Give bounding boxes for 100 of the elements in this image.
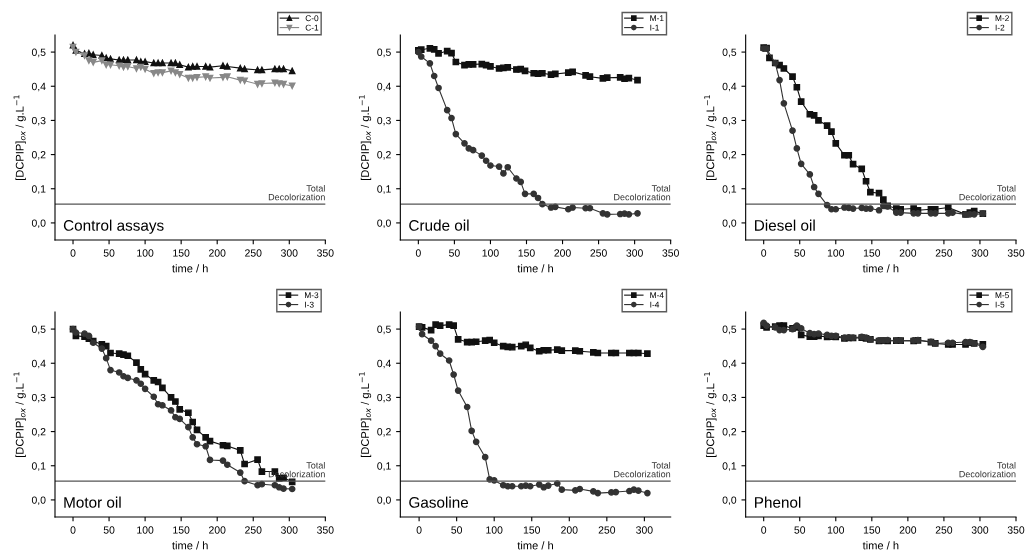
x-tick-label: 150 <box>863 249 881 257</box>
x-axis-title: time / h <box>862 264 899 273</box>
y-tick-label: 0,5 <box>377 325 391 335</box>
x-tick-label: 300 <box>636 526 653 534</box>
x-tick-label: 0 <box>761 526 767 534</box>
x-tick-label: 200 <box>561 526 578 534</box>
x-tick-label: 100 <box>827 526 845 534</box>
x-tick-label: 200 <box>899 526 917 534</box>
y-tick-label: 0,3 <box>31 393 46 403</box>
x-tick-label: 50 <box>103 249 115 257</box>
y-tick-label: 0,2 <box>31 428 46 437</box>
y-tick-label: 0,5 <box>31 325 46 335</box>
y-tick-label: 0,2 <box>722 151 737 160</box>
y-tick-label: 0,1 <box>722 185 737 194</box>
y-tick-label: 0,5 <box>722 48 737 58</box>
y-axis-title: [DCPIP]$_{ox}$ / g.L$^{−1}$ <box>704 95 717 180</box>
x-tick-label: 50 <box>449 249 460 257</box>
legend-label: I-4 <box>650 301 660 308</box>
x-tick-label: 300 <box>281 526 298 534</box>
y-tick-label: 0,3 <box>377 393 391 403</box>
x-tick-label: 150 <box>173 526 190 534</box>
y-tick-label: 0,2 <box>377 428 391 437</box>
x-tick-label: 150 <box>863 526 881 534</box>
x-tick-label: 0 <box>416 526 422 534</box>
x-tick-label: 350 <box>1007 249 1025 257</box>
x-tick-label: 200 <box>554 249 571 257</box>
x-tick-label: 150 <box>518 249 535 257</box>
ref-line-label: Total Decolorization <box>268 184 325 201</box>
y-tick-label: 0,4 <box>31 359 46 369</box>
ref-line-label: Total Decolorization <box>959 461 1016 478</box>
annotation: Phenol <box>755 496 801 508</box>
x-tick-label: 0 <box>70 249 76 257</box>
x-tick-label: 300 <box>281 249 298 257</box>
x-tick-label: 50 <box>103 526 115 534</box>
x-tick-label: 100 <box>482 249 499 257</box>
y-tick-label: 0,3 <box>377 116 391 126</box>
annotation: Diesel oil <box>755 219 815 231</box>
y-tick-label: 0,1 <box>722 462 737 471</box>
y-tick-label: 0,0 <box>31 219 46 229</box>
x-tick-label: 250 <box>245 249 262 257</box>
y-tick-label: 0,3 <box>722 116 737 126</box>
x-tick-label: 250 <box>590 249 607 257</box>
ref-line-label: Total Decolorization <box>614 461 671 478</box>
y-tick-label: 0,5 <box>31 48 46 58</box>
x-tick-label: 100 <box>137 526 154 534</box>
x-tick-label: 300 <box>971 249 989 257</box>
x-tick-label: 350 <box>317 526 334 534</box>
annotation: Gasoline <box>409 496 469 508</box>
x-tick-label: 350 <box>662 249 679 257</box>
legend-label: M-4 <box>650 292 664 299</box>
y-axis-title: [DCPIP]$_{ox}$ / g.L$^{−1}$ <box>358 95 372 180</box>
legend-label: I-3 <box>305 301 314 308</box>
legend-label: M-3 <box>305 292 319 299</box>
x-axis-title: time / h <box>517 264 553 273</box>
x-tick-label: 150 <box>523 526 541 534</box>
x-tick-label: 50 <box>794 526 806 534</box>
x-tick-label: 100 <box>486 526 503 534</box>
y-tick-label: 0,4 <box>377 359 391 369</box>
y-tick-label: 0,4 <box>722 359 737 369</box>
y-tick-label: 0,1 <box>31 462 46 471</box>
y-tick-label: 0,1 <box>31 185 46 194</box>
x-tick-label: 0 <box>415 249 421 257</box>
y-tick-label: 0,3 <box>722 393 737 403</box>
annotation: Control assays <box>63 219 164 234</box>
legend-label: M-1 <box>650 15 664 22</box>
y-axis-title: [DCPIP]$_{ox}$ / g.L$^{−1}$ <box>704 372 717 457</box>
x-axis-title: time / h <box>862 541 899 550</box>
y-axis-title: [DCPIP]$_{ox}$ / g.L$^{−1}$ <box>358 372 372 457</box>
y-tick-label: 0,3 <box>31 116 46 126</box>
y-tick-label: 0,2 <box>377 151 391 160</box>
ref-line-label: Total Decolorization <box>959 184 1016 201</box>
y-axis-title: [DCPIP]$_{ox}$ / g.L$^{−1}$ <box>13 372 26 457</box>
y-tick-label: 0,0 <box>377 219 391 229</box>
x-tick-label: 0 <box>761 249 767 257</box>
ref-line-label: Total Decolorization <box>614 184 671 201</box>
x-tick-label: 200 <box>209 249 226 257</box>
y-tick-label: 0,1 <box>377 462 391 471</box>
x-tick-label: 200 <box>899 249 917 257</box>
x-tick-label: 250 <box>935 526 953 534</box>
y-tick-label: 0,5 <box>722 325 737 335</box>
y-tick-label: 0,0 <box>722 496 737 506</box>
y-tick-label: 0,2 <box>722 428 737 437</box>
y-tick-label: 0,0 <box>31 496 46 506</box>
y-tick-label: 0,5 <box>377 48 391 58</box>
y-tick-label: 0,0 <box>377 496 391 506</box>
x-tick-label: 250 <box>245 526 262 534</box>
x-tick-label: 250 <box>935 249 953 257</box>
x-tick-label: 50 <box>794 249 806 257</box>
x-axis-title: time / h <box>172 264 208 273</box>
x-tick-label: 50 <box>451 526 463 534</box>
x-tick-label: 300 <box>971 526 989 534</box>
x-tick-label: 250 <box>598 526 616 534</box>
x-tick-label: 150 <box>173 249 190 257</box>
legend-label: I-5 <box>995 301 1005 308</box>
x-tick-label: 300 <box>626 249 643 257</box>
x-tick-label: 100 <box>137 249 154 257</box>
x-tick-label: 100 <box>827 249 845 257</box>
x-axis-title: time / h <box>172 541 208 550</box>
legend-label: M-2 <box>995 15 1009 22</box>
legend-label: I-1 <box>650 24 659 31</box>
